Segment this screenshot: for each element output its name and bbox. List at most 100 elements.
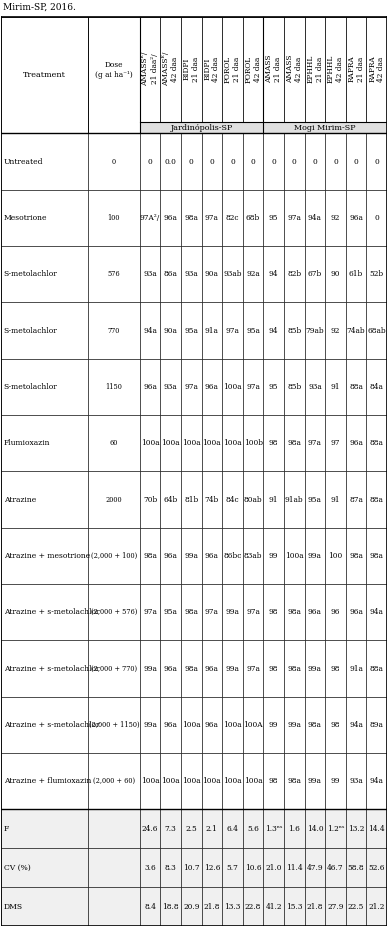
Text: 61b: 61b xyxy=(349,271,363,278)
Text: 96a: 96a xyxy=(349,608,363,616)
Text: 91a: 91a xyxy=(205,326,219,335)
Text: 576: 576 xyxy=(108,271,120,278)
Bar xyxy=(181,247,202,302)
Text: 2.5: 2.5 xyxy=(186,825,197,832)
Bar xyxy=(325,133,346,190)
Text: 98a: 98a xyxy=(349,552,363,560)
Text: 96a: 96a xyxy=(164,552,178,560)
Bar xyxy=(346,359,366,415)
Text: 100a: 100a xyxy=(141,777,159,785)
Bar xyxy=(160,584,181,641)
Bar xyxy=(366,359,387,415)
Text: AMASS
21 daa: AMASS 21 daa xyxy=(265,55,282,83)
Bar xyxy=(160,190,181,247)
Bar xyxy=(366,641,387,697)
Bar xyxy=(263,697,284,753)
Text: 98a: 98a xyxy=(184,214,198,222)
Text: 95: 95 xyxy=(269,383,279,391)
Text: 97a: 97a xyxy=(143,608,157,616)
Text: CV (%): CV (%) xyxy=(4,864,30,871)
Bar xyxy=(222,697,243,753)
Text: 67b: 67b xyxy=(308,271,322,278)
Text: 91: 91 xyxy=(331,496,340,503)
Text: 100a: 100a xyxy=(141,439,159,447)
Bar xyxy=(181,809,202,848)
Bar xyxy=(366,527,387,584)
Text: 91ab: 91ab xyxy=(285,496,303,503)
Text: 6.4: 6.4 xyxy=(226,825,238,832)
Bar xyxy=(1,472,88,527)
Text: Atrazine: Atrazine xyxy=(4,496,36,503)
Text: 93a: 93a xyxy=(143,271,157,278)
Text: 97a: 97a xyxy=(205,214,219,222)
Text: Atrazine + flumioxazin: Atrazine + flumioxazin xyxy=(4,777,91,785)
Bar xyxy=(366,697,387,753)
Bar xyxy=(202,887,222,926)
Bar xyxy=(346,697,366,753)
Bar xyxy=(160,753,181,809)
Text: 99: 99 xyxy=(331,777,340,785)
Text: 74ab: 74ab xyxy=(347,326,365,335)
Bar xyxy=(305,415,325,472)
Bar xyxy=(305,848,325,887)
Bar xyxy=(263,887,284,926)
Text: DMS: DMS xyxy=(4,903,23,911)
Bar xyxy=(325,415,346,472)
Text: 100a: 100a xyxy=(182,439,201,447)
Bar xyxy=(1,848,88,887)
Text: F: F xyxy=(4,825,9,832)
Bar xyxy=(88,133,140,190)
Bar xyxy=(88,359,140,415)
Bar xyxy=(243,415,263,472)
Bar xyxy=(346,887,366,926)
Text: 96a: 96a xyxy=(349,439,363,447)
Bar xyxy=(140,359,160,415)
Text: (2,000 + 770): (2,000 + 770) xyxy=(91,665,137,672)
Text: 100a: 100a xyxy=(223,439,242,447)
Bar xyxy=(160,17,181,121)
Text: RAPRA
42 daa: RAPRA 42 daa xyxy=(368,56,385,83)
Bar xyxy=(202,527,222,584)
Bar xyxy=(1,527,88,584)
Text: 96a: 96a xyxy=(164,214,178,222)
Bar xyxy=(263,848,284,887)
Bar xyxy=(160,472,181,527)
Bar xyxy=(160,415,181,472)
Text: 98a: 98a xyxy=(287,439,301,447)
Text: 98a: 98a xyxy=(287,777,301,785)
Text: 97a: 97a xyxy=(226,326,239,335)
Bar xyxy=(284,584,305,641)
Text: 88a: 88a xyxy=(370,496,384,503)
Text: 100A: 100A xyxy=(243,721,263,729)
Text: 94a: 94a xyxy=(308,214,322,222)
Bar xyxy=(160,133,181,190)
Text: 99a: 99a xyxy=(143,665,157,672)
Text: (2,000 + 576): (2,000 + 576) xyxy=(91,608,137,616)
Text: 98: 98 xyxy=(269,777,279,785)
Text: 99: 99 xyxy=(269,552,279,560)
Bar xyxy=(160,247,181,302)
Text: S-metolachlor: S-metolachlor xyxy=(4,271,58,278)
Bar xyxy=(325,472,346,527)
Text: 0: 0 xyxy=(251,158,256,166)
Text: 95a: 95a xyxy=(164,608,178,616)
Text: 98a: 98a xyxy=(287,608,301,616)
Bar xyxy=(202,190,222,247)
Text: (2,000 + 60): (2,000 + 60) xyxy=(93,777,135,785)
Bar xyxy=(140,247,160,302)
Bar xyxy=(88,247,140,302)
Bar xyxy=(263,641,284,697)
Bar xyxy=(284,472,305,527)
Bar xyxy=(346,302,366,359)
Text: 96a: 96a xyxy=(164,721,178,729)
Bar xyxy=(140,697,160,753)
Bar xyxy=(346,247,366,302)
Text: 98a: 98a xyxy=(370,552,384,560)
Text: 100a: 100a xyxy=(223,721,242,729)
Text: 96a: 96a xyxy=(205,665,219,672)
Text: 92: 92 xyxy=(331,326,340,335)
Text: 14.4: 14.4 xyxy=(368,825,385,832)
Bar xyxy=(202,697,222,753)
Bar xyxy=(202,753,222,809)
Bar xyxy=(243,133,263,190)
